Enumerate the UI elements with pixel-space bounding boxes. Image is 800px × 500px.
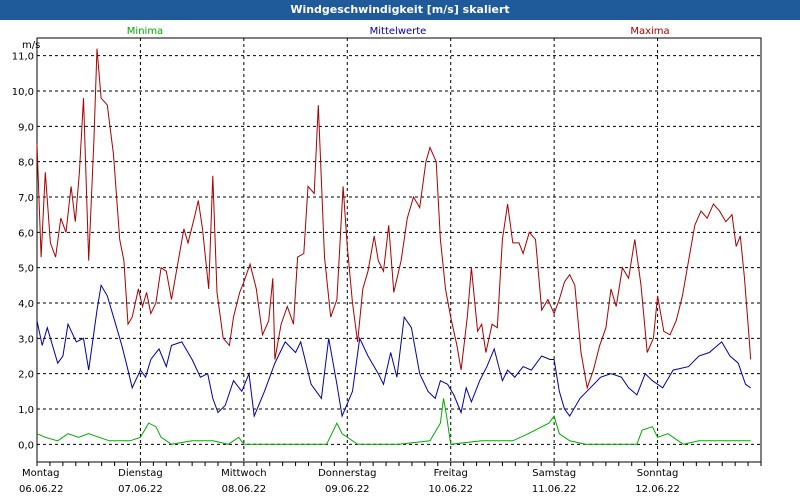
x-tick-date: 11.06.22 [532, 484, 577, 495]
legend-maxima: Maxima [630, 26, 669, 37]
y-tick-label: 7,0 [18, 193, 34, 204]
y-axis-label: m/s [22, 40, 40, 51]
x-tick-date: 08.06.22 [222, 484, 267, 495]
x-tick-day: Freitag [434, 468, 468, 479]
x-tick-day: Sonntag [637, 468, 679, 479]
y-tick-label: 5,0 [18, 264, 34, 275]
chart-title: Windgeschwindigkeit [m/s] skaliert [0, 0, 800, 20]
x-tick-date: 09.06.22 [325, 484, 370, 495]
y-tick-label: 10,0 [12, 87, 34, 98]
x-tick-day: Donnerstag [318, 468, 376, 479]
legend-minima: Minima [127, 26, 163, 37]
x-tick-date: 10.06.22 [428, 484, 473, 495]
y-tick-label: 1,0 [18, 405, 34, 416]
y-tick-label: 6,0 [18, 228, 34, 239]
x-tick-day: Mittwoch [221, 468, 266, 479]
x-tick-day: Samstag [532, 468, 576, 479]
x-tick-date: 07.06.22 [118, 484, 163, 495]
y-tick-label: 2,0 [18, 370, 34, 381]
series-group [36, 48, 752, 445]
y-tick-label: 0,0 [18, 440, 34, 451]
series-line-minima [36, 398, 751, 445]
grid [36, 38, 762, 466]
x-tick-date: 06.06.22 [19, 484, 64, 495]
y-tick-label: 3,0 [18, 334, 34, 345]
x-tick-day: Montag [22, 468, 59, 479]
x-tick-date: 12.06.22 [635, 484, 680, 495]
y-tick-label: 4,0 [18, 299, 34, 310]
axis-labels: 0,0 1,0 2,0 3,0 4,0 5,0 6,0 7,0 8,0 9,0 10,0 11,0 Mo… [12, 52, 680, 495]
plot-area [36, 37, 762, 463]
series-line-mittelwerte [36, 283, 751, 419]
legend-mittelwerte: Mittelwerte [370, 26, 427, 37]
series-line-maxima [36, 48, 752, 390]
x-tick-day: Dienstag [118, 468, 163, 479]
y-tick-label: 8,0 [18, 158, 34, 169]
y-tick-label: 9,0 [18, 122, 34, 133]
y-tick-label: 11,0 [12, 52, 34, 63]
